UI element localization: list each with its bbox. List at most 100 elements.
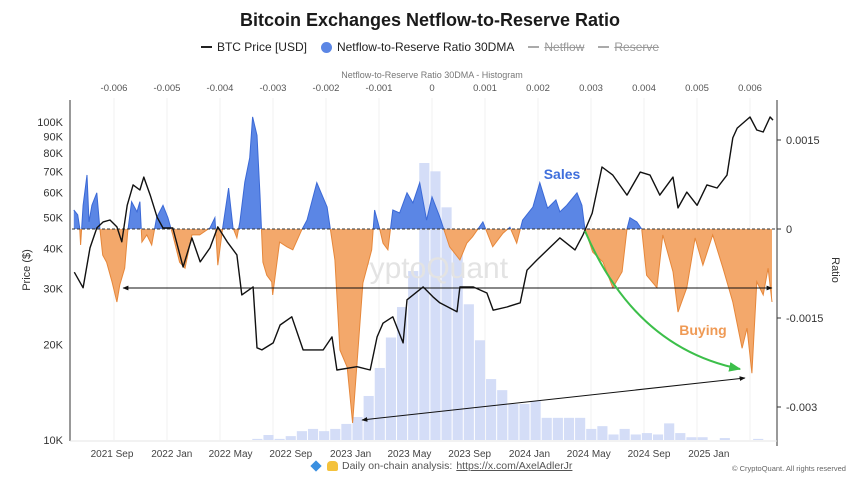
ratio-negative-line [79,229,773,424]
histogram-bar [263,435,274,440]
top-tick-label: 0 [429,83,434,94]
histogram-bar [385,337,396,440]
legend: BTC Price [USD] Netflow-to-Reserve Ratio… [0,40,860,54]
left-tick-label: 70K [43,166,63,178]
right-tick-label: 0.0015 [786,135,820,147]
raised-hands-icon [327,461,338,471]
ratio-positive-area [73,116,772,229]
legend-label: Netflow-to-Reserve Ratio 30DMA [336,40,515,54]
histogram-bar [586,428,597,440]
top-tick-label: 0.005 [685,83,709,94]
histogram-bar [296,431,307,440]
left-tick-label: 10K [43,435,63,447]
legend-item-ratio[interactable]: Netflow-to-Reserve Ratio 30DMA [320,40,515,54]
histogram-bar [497,390,508,440]
top-tick-label: 0.004 [632,83,656,94]
legend-label: BTC Price [USD] [216,40,307,54]
histogram-bar [563,417,575,440]
gem-icon [310,460,322,472]
histogram-bar [486,379,497,440]
left-tick-label: 50K [43,213,63,225]
bottom-tick-label: 2024 May [567,449,611,460]
ratio-negative-area [73,229,772,423]
line-marker-icon [528,46,540,48]
buying-annotation: Buying [679,322,726,338]
histogram-bar [541,417,552,440]
sales-annotation: Sales [544,166,581,182]
histogram-bar [307,428,319,440]
top-tick-label: 0.002 [526,83,550,94]
legend-label: Reserve [614,40,660,54]
copyright: © CryptoQuant. All rights reserved [732,464,846,473]
footer-link[interactable]: https://x.com/AxelAdlerJr [456,460,573,472]
line-marker-icon [598,46,610,48]
right-axis-title: Ratio [829,257,841,283]
histogram-bar [430,171,441,440]
histogram-bar [508,403,519,440]
histogram-bar [474,340,486,440]
ratio-positive-line [73,116,643,229]
histogram-bar [552,417,563,440]
histogram-bars [252,163,764,440]
histogram-bar [252,438,263,440]
left-tick-label: 40K [43,244,63,256]
histogram-bar [575,417,586,440]
bottom-tick-label: 2022 Sep [269,449,312,460]
histogram-bar [519,403,530,440]
histogram-bar [530,401,541,440]
histogram-bar [697,437,708,440]
histogram-bar [341,423,352,440]
histogram-bar [396,307,408,440]
left-tick-label: 30K [43,283,63,295]
histogram-bar [597,426,608,440]
top-tick-label: 0.006 [738,83,762,94]
bottom-tick-label: 2023 Sep [448,449,491,460]
footer-text: Daily on-chain analysis: [342,460,453,472]
price-line [73,116,774,371]
top-tick-label: -0.005 [154,83,181,94]
top-tick-label: -0.003 [260,83,287,94]
right-tick-label: 0 [786,224,792,236]
histogram-bar [419,163,430,440]
bottom-tick-label: 2023 Jan [330,449,371,460]
top-tick-label: 0.003 [579,83,603,94]
histogram-bar [753,438,764,440]
right-tick-label: -0.003 [786,402,817,414]
histogram-bar [719,438,730,440]
ratio-area [73,116,773,424]
legend-item-netflow[interactable]: Netflow [528,40,584,54]
bottom-tick-label: 2023 May [387,449,431,460]
top-tick-label: -0.001 [366,83,393,94]
trend-arrow [361,376,746,422]
histogram-bar [652,434,664,440]
right-tick-label: -0.0015 [786,313,823,325]
left-tick-label: 20K [43,339,63,351]
histogram-bar [352,417,363,440]
left-tick-label: 90K [43,132,63,144]
line-marker-icon [200,46,212,48]
legend-item-btc-price[interactable]: BTC Price [USD] [200,40,307,54]
legend-item-reserve[interactable]: Reserve [598,40,659,54]
histogram-bar [675,433,686,440]
left-tick-label: 100K [37,117,63,129]
histogram-bar [408,271,419,440]
chart-title: Bitcoin Exchanges Netflow-to-Reserve Rat… [239,10,621,30]
bottom-tick-label: 2022 Jan [151,449,192,460]
footer: Daily on-chain analysis: https://x.com/A… [310,460,573,472]
top-tick-label: 0.001 [473,83,497,94]
histogram-bar [463,304,474,440]
histogram-bar [363,395,374,440]
left-tick-label: 80K [43,148,63,160]
histogram-bar [608,434,619,440]
histogram-bar [686,437,697,440]
left-tick-label: 60K [43,188,63,200]
axes: -0.006 -0.005 -0.004 -0.003 -0.002 -0.001 0 0.0… [21,70,841,460]
histogram-bar [441,207,452,440]
btc-price-line [73,116,774,371]
legend-label: Netflow [544,40,585,54]
histogram-bar [452,240,463,440]
top-tick-label: -0.004 [207,83,234,94]
top-tick-label: -0.006 [101,83,128,94]
bottom-tick-label: 2021 Sep [91,449,134,460]
